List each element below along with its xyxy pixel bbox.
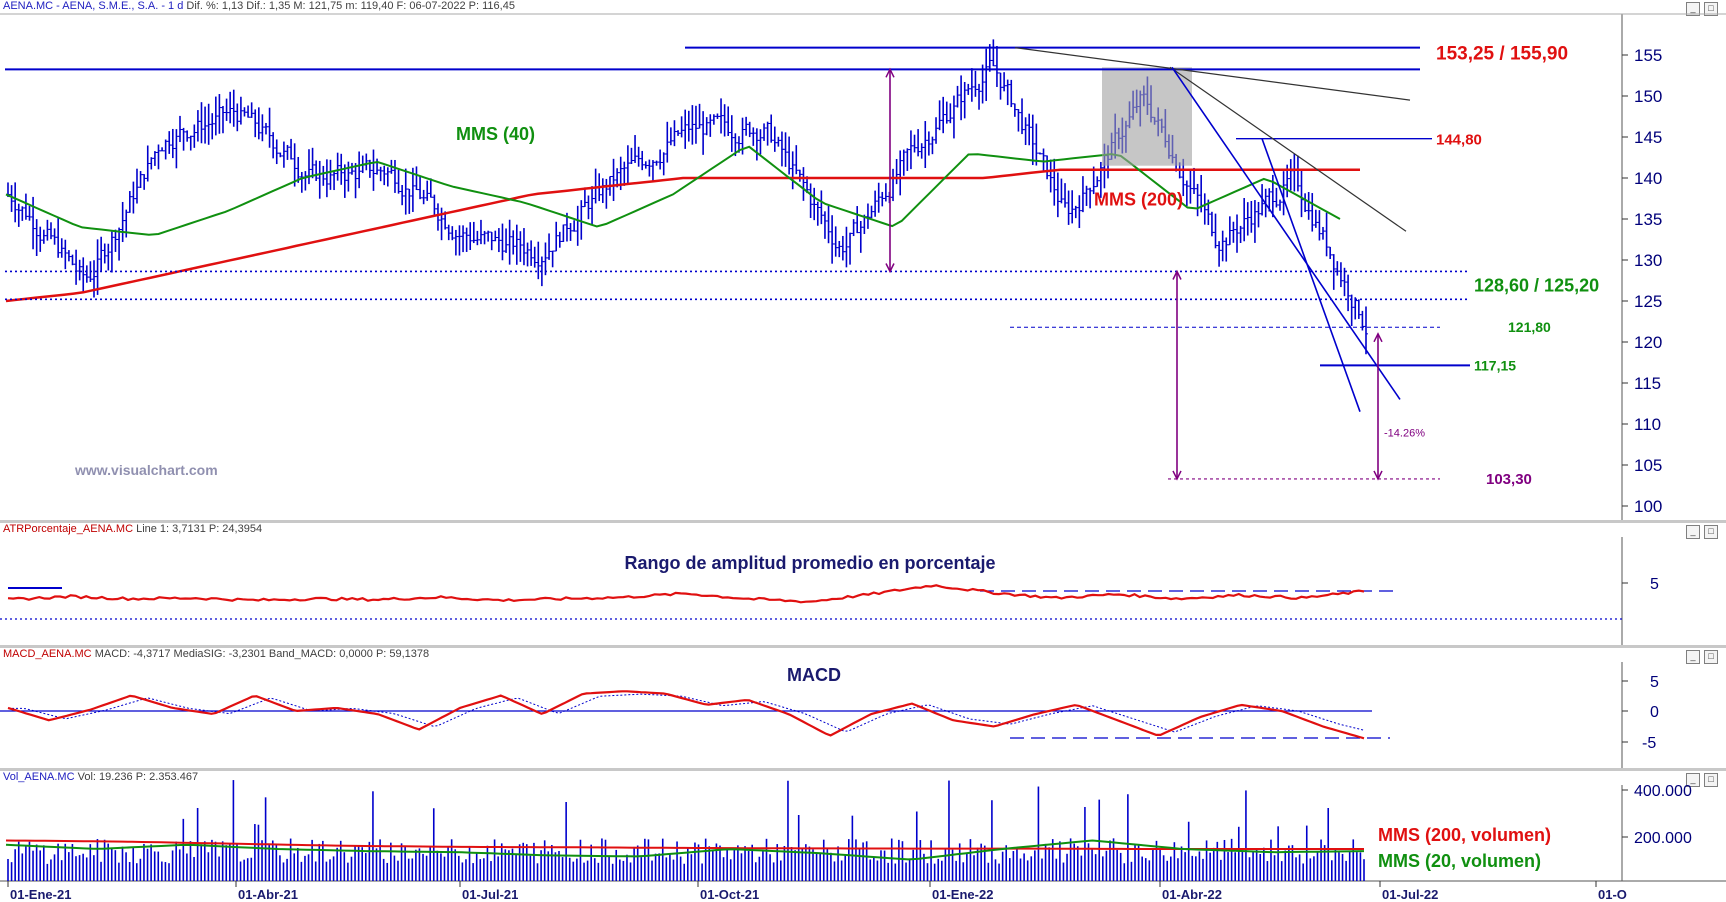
atr-panel-header: ATRPorcentaje_AENA.MC Line 1: 3,7131 P: … [3, 523, 262, 535]
price-header-name: AENA.MC - AENA, S.M.E., S.A. - 1 d [3, 0, 184, 12]
macd-header-values: MACD: -4,3717 MediaSIG: -3,2301 Band_MAC… [94, 648, 430, 660]
support-range-label: 128,60 / 125,20 [1474, 276, 1599, 296]
level-117-label: 117,15 [1474, 357, 1516, 373]
volume-ytick-400k: 400.000 [1634, 783, 1692, 800]
volume-chart[interactable]: MMS (200, volumen) MMS (20, volumen) 400… [0, 771, 1726, 902]
volume-mms200-line [5, 839, 1364, 850]
xaxis-tick-label: 01-Jul-22 [1382, 887, 1438, 902]
macd-ytick-0: 0 [1650, 704, 1659, 721]
price-ytick: 155 [1634, 46, 1662, 65]
macd-minimize-button[interactable]: _ [1686, 650, 1700, 664]
pct-drop-label: -14.26% [1384, 427, 1425, 439]
xaxis-tick-label: 01-Abr-21 [238, 887, 298, 902]
price-ytick: 100 [1634, 497, 1662, 516]
atr-line [7, 584, 1365, 604]
price-header-values: Dif. %: 1,13 Dif.: 1,35 M: 121,75 m: 119… [186, 0, 515, 12]
xaxis-tick-label: 01-O [1598, 887, 1627, 902]
xaxis-tick-label: 01-Ene-21 [10, 887, 71, 902]
atr-header-values: Line 1: 3,7131 P: 24,3954 [136, 523, 263, 535]
mms200-label: MMS (200) [1094, 190, 1183, 210]
price-ytick: 150 [1634, 87, 1662, 106]
macd-chart[interactable]: MACD 5 0 -5 [0, 648, 1726, 768]
atr-ytick-5: 5 [1650, 576, 1659, 593]
level-121-label: 121,80 [1508, 319, 1551, 335]
price-ytick: 120 [1634, 333, 1662, 352]
atr-panel: ATRPorcentaje_AENA.MC Line 1: 3,7131 P: … [0, 523, 1726, 645]
price-ytick: 140 [1634, 169, 1662, 188]
xaxis-tick-label: 01-Ene-22 [932, 887, 993, 902]
macd-ytick-5: 5 [1650, 674, 1659, 691]
volume-mms20-line [5, 839, 1365, 861]
target-label: 103,30 [1486, 471, 1532, 488]
macd-ytick-neg5: -5 [1642, 735, 1656, 752]
price-ytick: 110 [1634, 415, 1661, 434]
atr-separator[interactable] [0, 520, 1726, 523]
volume-separator[interactable] [0, 768, 1726, 771]
macd-panel-header: MACD_AENA.MC MACD: -4,3717 MediaSIG: -3,… [3, 648, 429, 660]
price-minimize-button[interactable]: _ [1686, 2, 1700, 16]
resistance-label: 153,25 / 155,90 [1436, 44, 1568, 65]
volume-ytick-200k: 200.000 [1634, 830, 1692, 847]
macd-signal-line [8, 693, 1365, 733]
price-ytick: 125 [1634, 292, 1662, 311]
watermark: www.visualchart.com [74, 462, 218, 478]
volume-panel: Vol_AENA.MC Vol: 19.236 P: 2.353.467 _ □… [0, 771, 1726, 902]
volume-maximize-button[interactable]: □ [1704, 773, 1718, 787]
macd-header-name: MACD_AENA.MC [3, 648, 92, 660]
price-ytick: 130 [1634, 251, 1662, 270]
macd-maximize-button[interactable]: □ [1704, 650, 1718, 664]
macd-line [7, 690, 1365, 740]
volume-header-name: Vol_AENA.MC [3, 771, 75, 783]
atr-minimize-button[interactable]: _ [1686, 525, 1700, 539]
price-ytick: 115 [1634, 374, 1661, 393]
atr-header-name: ATRPorcentaje_AENA.MC [3, 523, 134, 535]
price-ytick: 135 [1634, 210, 1662, 229]
macd-separator[interactable] [0, 645, 1726, 648]
atr-title: Rango de amplitud promedio en porcentaje [624, 553, 995, 573]
macd-title: MACD [787, 665, 841, 685]
mms200-line [5, 168, 1360, 303]
volume-panel-header: Vol_AENA.MC Vol: 19.236 P: 2.353.467 [3, 771, 198, 783]
macd-panel: MACD_AENA.MC MACD: -4,3717 MediaSIG: -3,… [0, 648, 1726, 768]
price-panel-header: AENA.MC - AENA, S.M.E., S.A. - 1 d Dif. … [3, 0, 515, 12]
mms40-label: MMS (40) [456, 124, 535, 144]
volume-mms200-label: MMS (200, volumen) [1378, 825, 1551, 845]
xaxis-tick-label: 01-Jul-21 [462, 887, 518, 902]
volume-header-values: Vol: 19.236 P: 2.353.467 [77, 771, 199, 783]
price-maximize-button[interactable]: □ [1704, 2, 1718, 16]
xaxis-tick-label: 01-Oct-21 [700, 887, 759, 902]
volume-minimize-button[interactable]: _ [1686, 773, 1700, 787]
price-panel: AENA.MC - AENA, S.M.E., S.A. - 1 d Dif. … [0, 0, 1726, 520]
price-ytick: 145 [1634, 128, 1662, 147]
level-144-label: 144,80 [1436, 132, 1482, 149]
price-chart[interactable]: 153,25 / 155,90 MMS (40) MMS (200) 144,80 12… [0, 0, 1726, 520]
atr-maximize-button[interactable]: □ [1704, 525, 1718, 539]
volume-mms20-label: MMS (20, volumen) [1378, 851, 1541, 871]
atr-chart[interactable]: Rango de amplitud promedio en porcentaje… [0, 523, 1726, 645]
xaxis-tick-label: 01-Abr-22 [1162, 887, 1222, 902]
price-ytick: 105 [1634, 456, 1662, 475]
